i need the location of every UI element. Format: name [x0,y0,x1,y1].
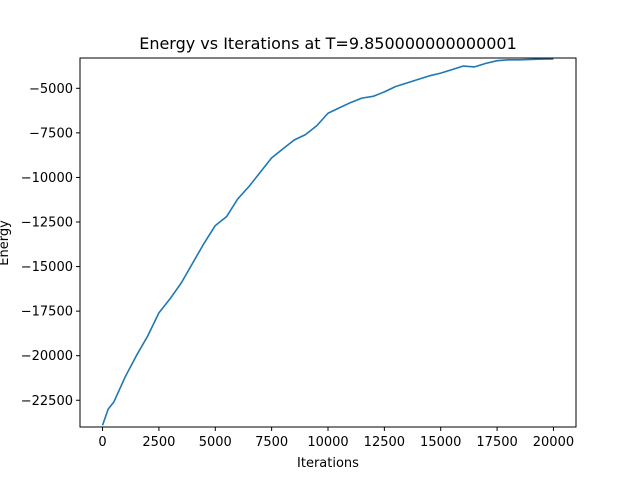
x-axis-label: Iterations [297,456,359,471]
x-tick-label: 7500 [255,435,288,450]
x-tick-label: 20000 [533,435,574,450]
x-tick-label: 5000 [199,435,232,450]
y-tick-label: −12500 [21,216,73,231]
plot-frame [79,57,577,428]
y-tick-label: −22500 [21,394,73,409]
y-axis-label: Energy [0,220,12,266]
plot-area [101,58,554,426]
x-axis-ticks: 0 2500 5000 7500 10000 12500 15000 17500 20000 [98,427,574,450]
chart-title: Energy vs Iterations at T=9.850000000000… [139,34,517,53]
y-tick-label: −20000 [21,349,73,364]
series-line-1 [101,58,554,426]
y-axis-ticks: −22500 −20000 −17500 −15000 −12500 −10000 −750… [21,82,80,409]
y-tick-label: −7500 [29,126,73,141]
x-tick-label: 0 [98,435,106,450]
y-tick-label: −15000 [21,260,73,275]
x-tick-label: 2500 [142,435,175,450]
x-tick-label: 10000 [307,435,348,450]
y-tick-label: −5000 [29,82,73,97]
y-tick-label: −17500 [21,305,73,320]
y-tick-label: −10000 [21,171,73,186]
x-tick-label: 12500 [364,435,405,450]
x-tick-label: 15000 [420,435,461,450]
x-tick-label: 17500 [476,435,517,450]
